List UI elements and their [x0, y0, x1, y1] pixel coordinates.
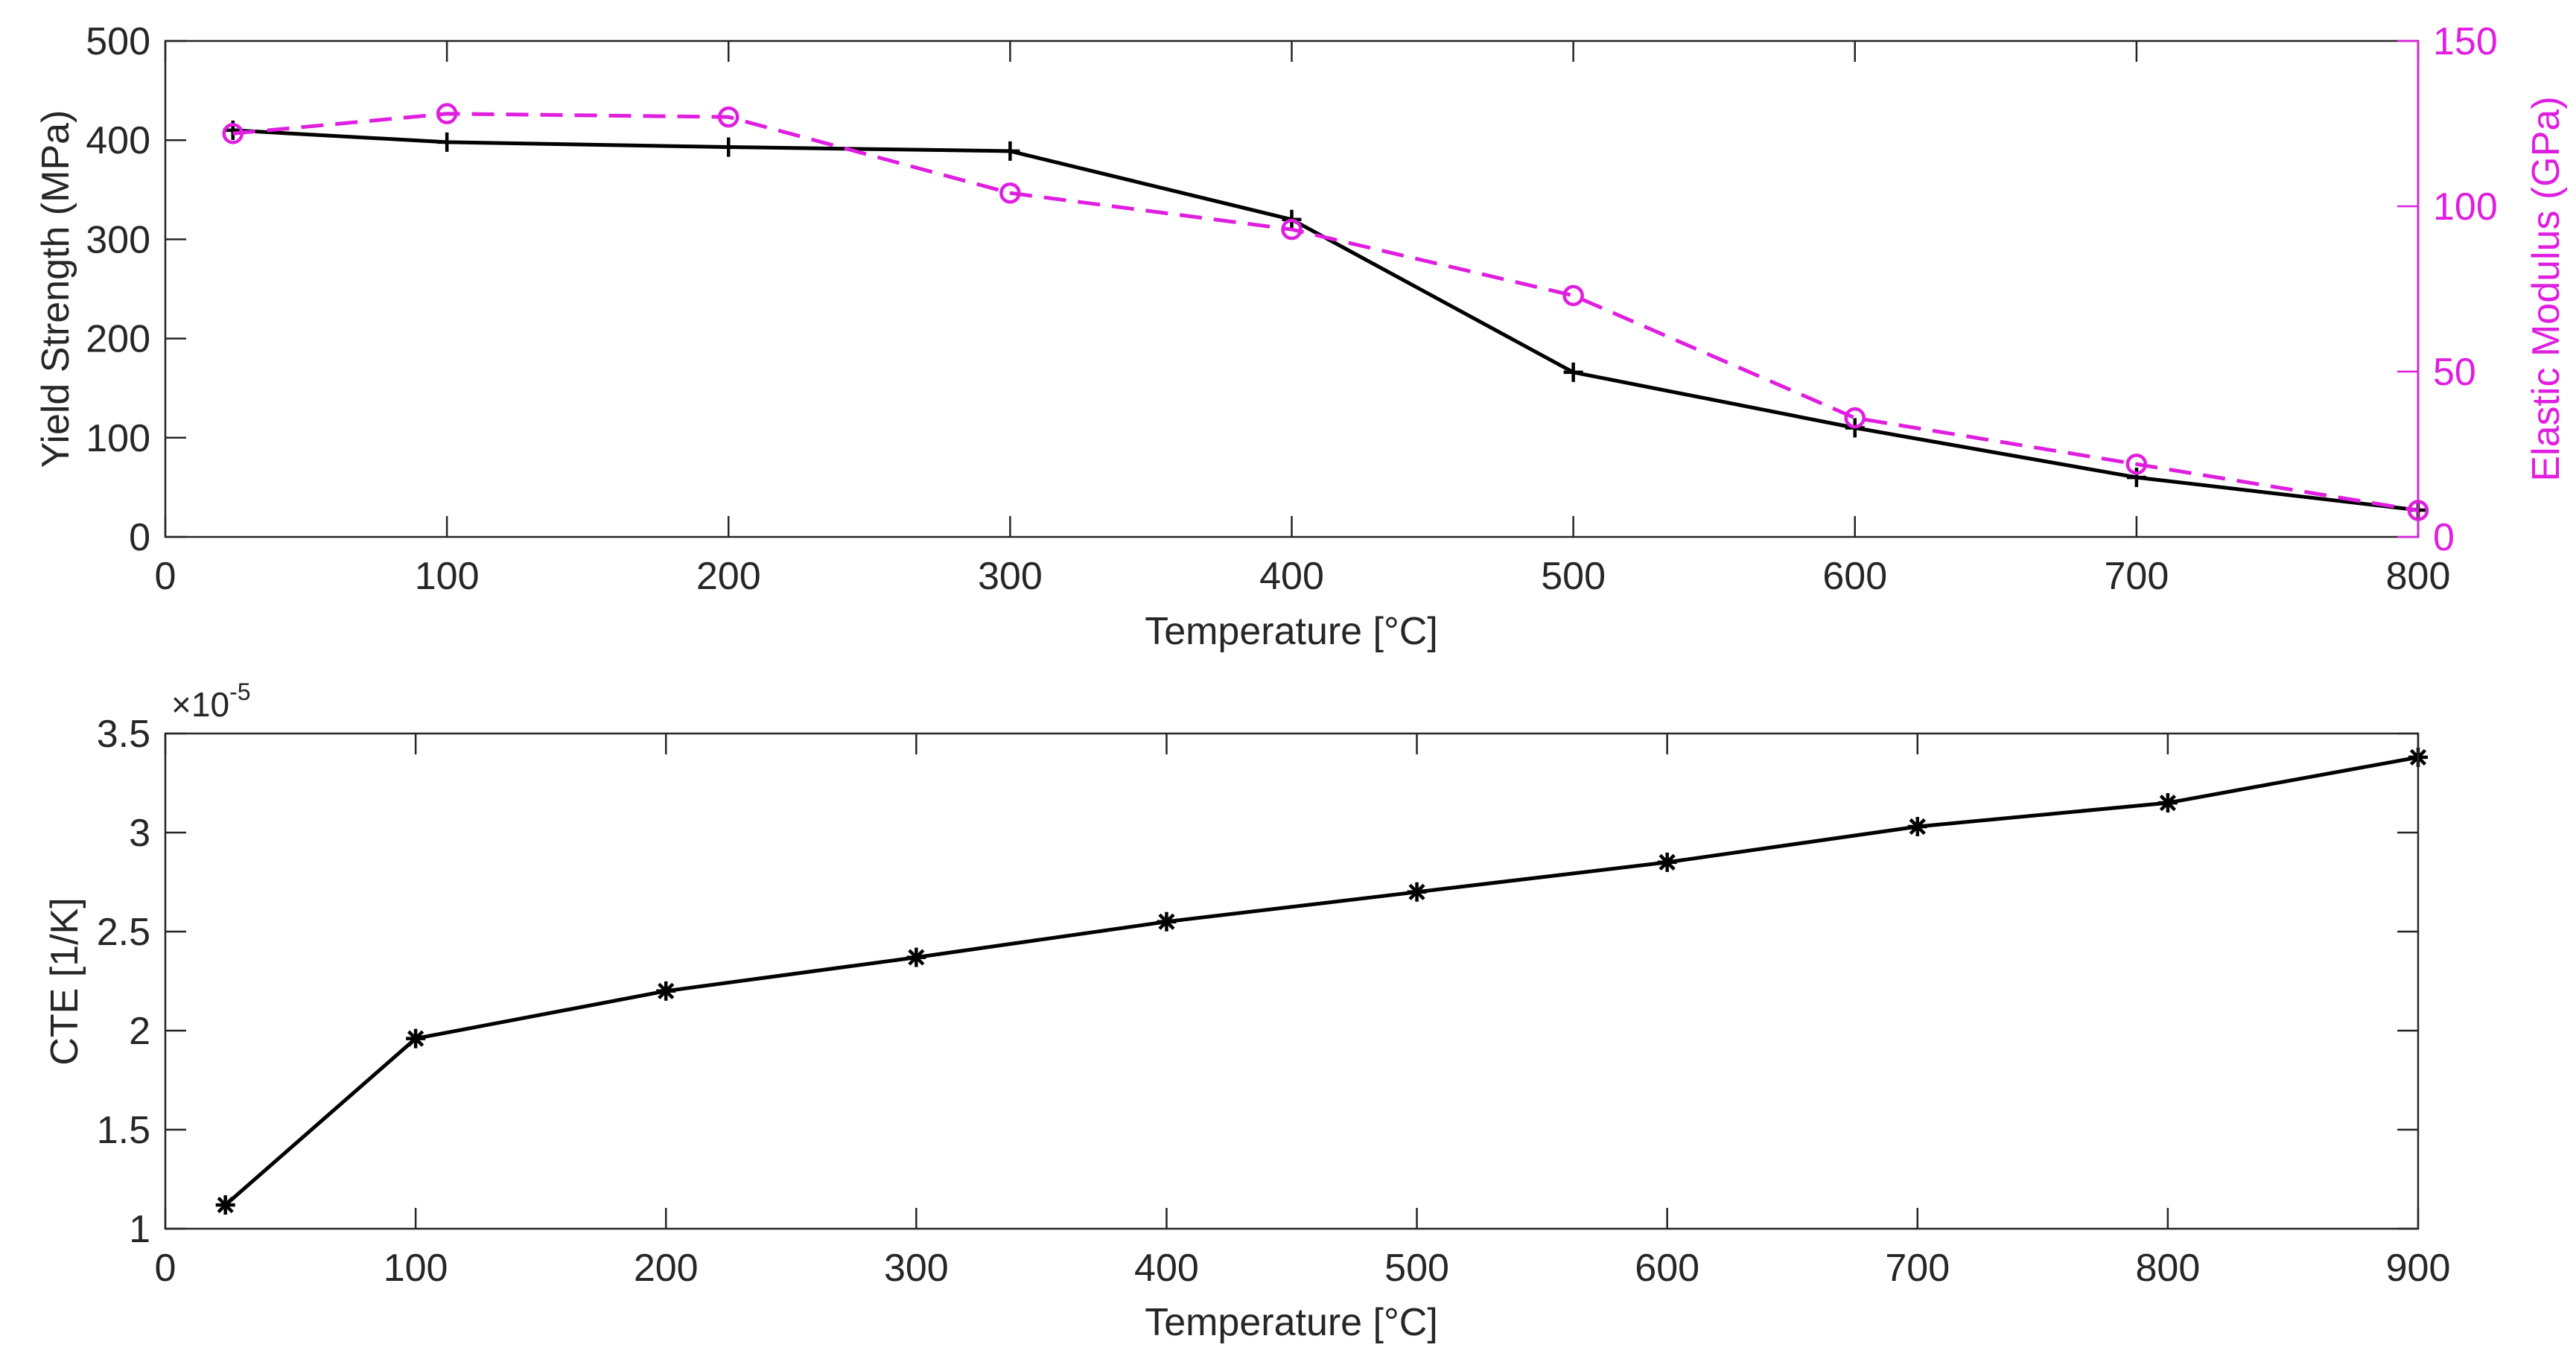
yield-strength-marker: [719, 137, 739, 157]
elastic-modulus-marker: [2125, 454, 2148, 475]
bottom-x-axis-label: Temperature [°C]: [1145, 1301, 1438, 1344]
bottom-series-layer: [215, 747, 2428, 1215]
elastic-modulus-line: [232, 112, 2419, 512]
y2-tick-label: 100: [2433, 185, 2498, 229]
cte-marker: [2157, 793, 2178, 813]
x-tick-label: 700: [1885, 1247, 1950, 1290]
bottom-plot-frame: [164, 732, 2420, 1230]
bottom-x-ticks: 0 100 200 300 400 500 600 700 800 900: [155, 734, 2451, 1290]
y-tick-label: 200: [86, 318, 150, 361]
cte-marker: [1407, 882, 1427, 902]
y-tick-label: 300: [86, 218, 150, 261]
x-tick-label: 0: [155, 1247, 176, 1290]
elastic-modulus-marker: [436, 103, 458, 124]
top-y2-ticks: 0 50 100 150: [2397, 20, 2498, 559]
yield-strength-marker: [1000, 141, 1020, 161]
exponent-label: ×10-5: [171, 678, 250, 724]
y2-tick-label: 0: [2433, 516, 2455, 559]
x-tick-label: 0: [155, 555, 176, 598]
x-tick-label: 500: [1384, 1247, 1449, 1290]
top-y2-axis-label: Elastic Modulus (GPa): [2525, 96, 2568, 481]
top-series-layer: [222, 103, 2429, 521]
x-tick-label: 700: [2104, 555, 2169, 598]
x-tick-label: 200: [696, 555, 761, 598]
cte-marker: [406, 1028, 426, 1049]
x-tick-label: 500: [1541, 555, 1606, 598]
elastic-modulus-marker: [1844, 407, 1866, 429]
top-y-ticks: 0 100 200 300 400 500: [86, 20, 186, 559]
top-x-axis-label: Temperature [°C]: [1145, 610, 1438, 653]
x-tick-label: 900: [2386, 1247, 2451, 1290]
x-tick-label: 100: [384, 1247, 448, 1290]
y-tick-label: 3: [129, 812, 150, 855]
yield-strength-marker: [2126, 468, 2146, 488]
y-tick-label: 2.5: [97, 911, 150, 954]
y-tick-label: 1: [129, 1208, 150, 1251]
x-tick-label: 100: [415, 555, 480, 598]
yield-strength-marker: [1563, 362, 1583, 382]
y-tick-label: 3.5: [97, 713, 150, 756]
cte-marker: [1657, 852, 1677, 872]
elastic-modulus-marker: [999, 182, 1021, 204]
y2-tick-label: 150: [2433, 20, 2498, 63]
elastic-modulus-marker: [222, 123, 244, 144]
x-tick-label: 800: [2136, 1247, 2201, 1290]
x-tick-label: 300: [884, 1247, 949, 1290]
cte-marker: [656, 981, 676, 1001]
cte-marker: [1157, 911, 1177, 932]
y-tick-label: 0: [129, 516, 150, 559]
cte-marker: [1907, 817, 1927, 837]
elastic-modulus-marker: [1562, 284, 1584, 307]
elastic-modulus-marker: [718, 106, 740, 128]
x-tick-label: 400: [1134, 1247, 1199, 1290]
cte-marker: [215, 1195, 235, 1215]
y-tick-label: 100: [86, 417, 150, 460]
x-tick-label: 600: [1635, 1247, 1699, 1290]
elastic-modulus-marker: [1281, 218, 1303, 241]
top-panel: 0 100 200 300 400 500 600 700 800 01002003004005…: [34, 20, 2568, 653]
y-tick-label: 400: [86, 119, 150, 162]
y-tick-label: 2: [129, 1010, 150, 1053]
x-tick-label: 400: [1259, 555, 1324, 598]
x-tick-label: 800: [2386, 555, 2451, 598]
yield-strength-marker: [437, 132, 457, 152]
x-tick-label: 600: [1822, 555, 1887, 598]
top-y-axis-label: Yield Strength (MPa): [34, 110, 77, 468]
bottom-y-ticks: 1 1.5 2 2.5 3 3.5: [97, 713, 2418, 1251]
cte-line: [224, 755, 2419, 1206]
y-tick-label: 1.5: [97, 1109, 150, 1152]
exponent-power: -5: [229, 678, 250, 705]
y-tick-label: 500: [86, 20, 150, 63]
bottom-panel: 0 100 200 300 400 500 600 700 800 900 1 1.5 2 2.5 3 3.…: [43, 678, 2450, 1344]
cte-marker: [906, 947, 926, 967]
x-tick-label: 200: [634, 1247, 699, 1290]
exponent-base: ×10: [171, 685, 229, 724]
bottom-y-axis-label: CTE [1/K]: [43, 897, 86, 1065]
x-tick-label: 300: [978, 555, 1043, 598]
y2-tick-label: 50: [2433, 351, 2476, 394]
